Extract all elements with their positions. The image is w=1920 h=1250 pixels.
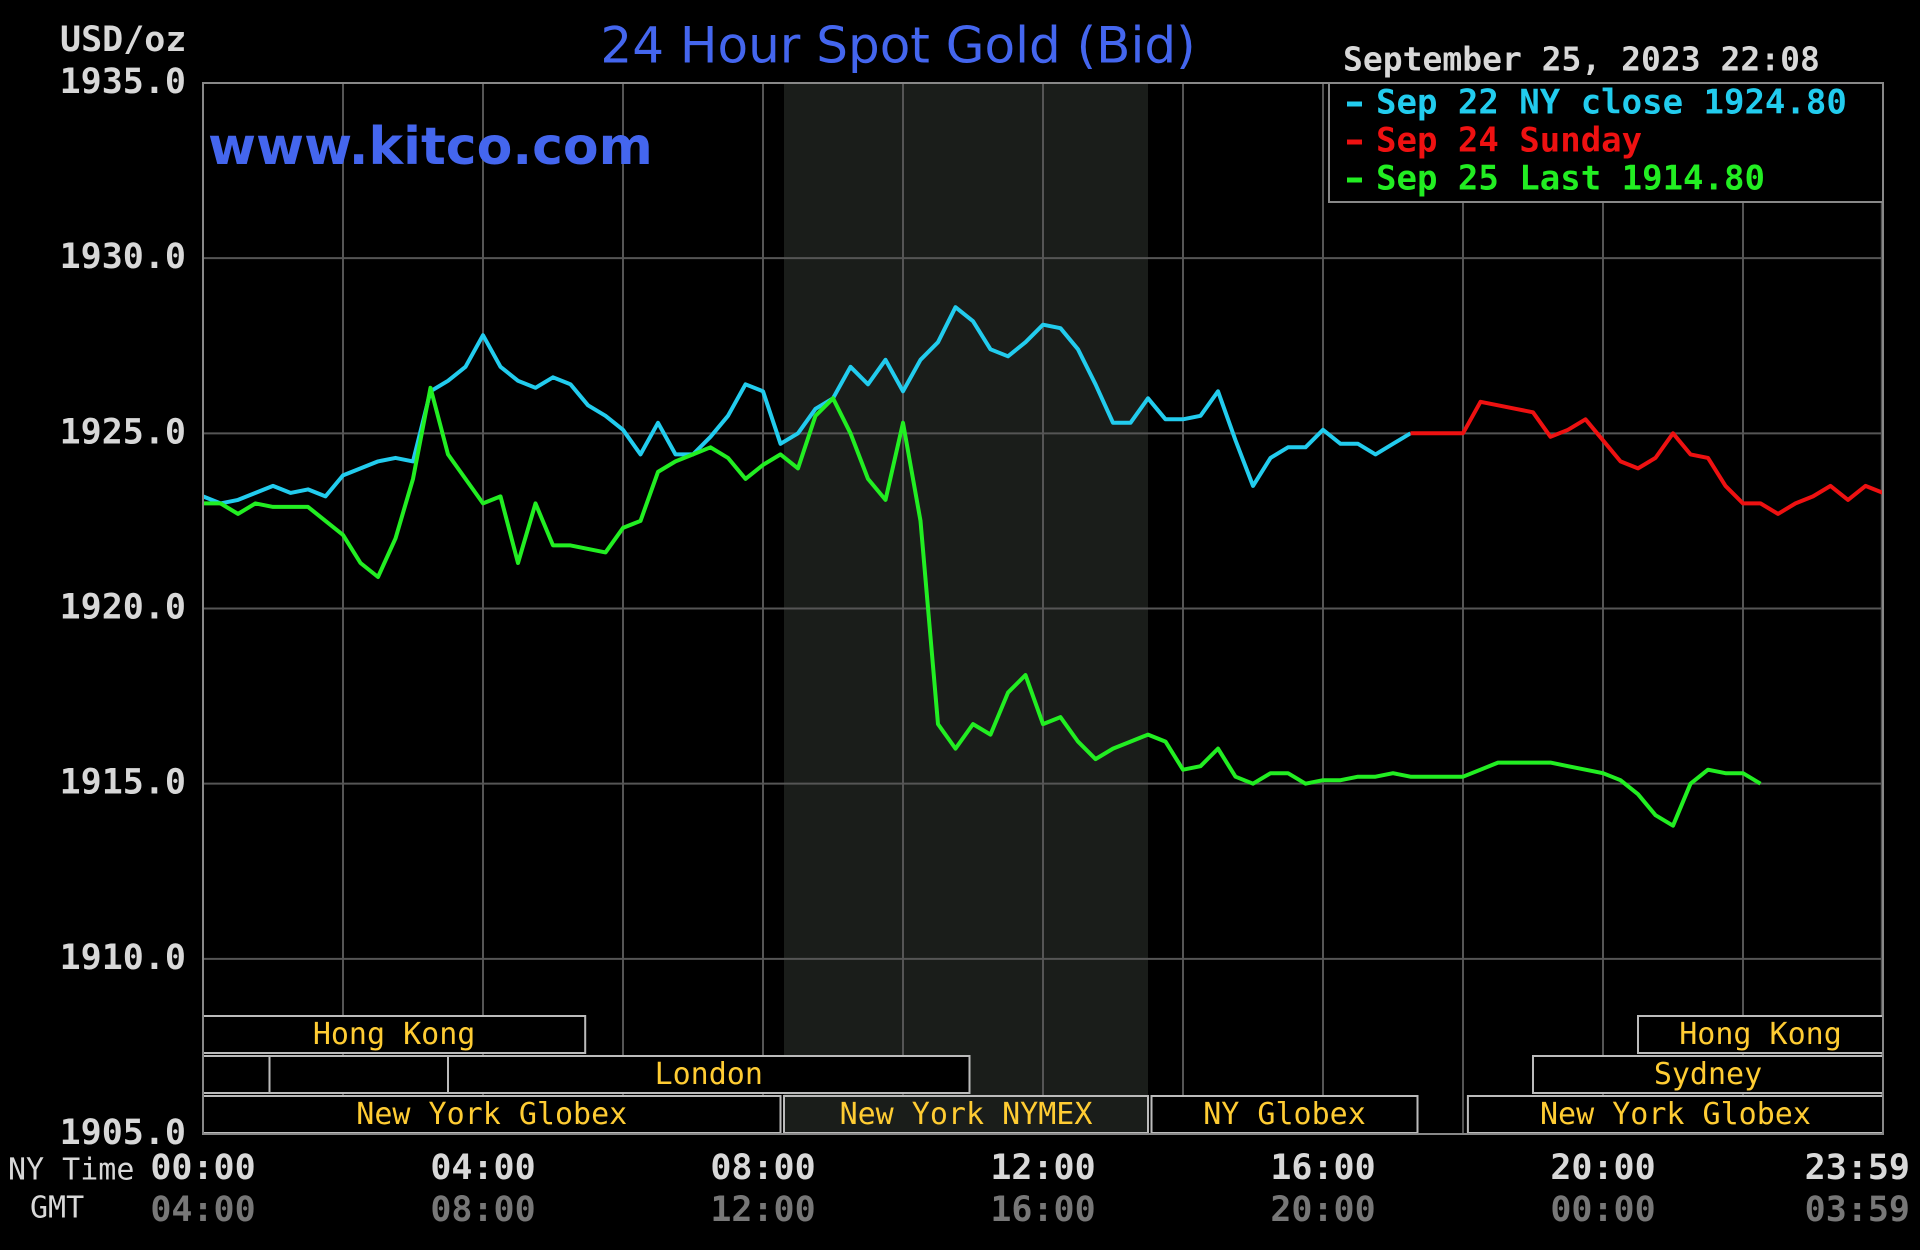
y-tick-label: 1920.0: [60, 588, 186, 628]
session-label: Hong Kong: [1679, 1017, 1842, 1052]
session-box: [268, 1055, 449, 1094]
x2-tick-label: 03:59: [1805, 1190, 1910, 1230]
x-tick-label: 04:00: [430, 1148, 535, 1188]
lines-layer: [202, 305, 1884, 828]
x2-tick-label: 20:00: [1270, 1190, 1375, 1230]
chart-title: 24 Hour Spot Gold (Bid): [600, 17, 1195, 75]
session-box: [447, 1055, 971, 1094]
x-axis-label: NY Time: [8, 1153, 134, 1188]
x2-tick-label: 08:00: [430, 1190, 535, 1230]
y-tick-label: 1930.0: [60, 237, 186, 277]
y-tick-label: 1935.0: [60, 62, 186, 102]
y-tick-label: 1925.0: [60, 412, 186, 452]
session-label: New York Globex: [1540, 1097, 1811, 1132]
session-label: Hong Kong: [313, 1017, 476, 1052]
legend-label: Sep 25 Last 1914.80: [1376, 159, 1765, 199]
session-label: New York Globex: [356, 1097, 627, 1132]
y-axis-label: USD/oz: [60, 20, 186, 60]
x-tick-label: 23:59: [1805, 1148, 1910, 1188]
x-tick-label: 12:00: [990, 1148, 1095, 1188]
y-tick-label: 1910.0: [60, 938, 186, 978]
series-line: [1410, 399, 1884, 516]
y-tick-label: 1905.0: [60, 1113, 186, 1153]
x-tick-label: 16:00: [1270, 1148, 1375, 1188]
session-box: [1466, 1095, 1885, 1134]
session-box: [1150, 1095, 1419, 1134]
y-tick-label: 1915.0: [60, 763, 186, 803]
x-tick-label: 20:00: [1550, 1148, 1655, 1188]
watermark: www.kitco.com: [208, 117, 653, 177]
x2-axis-label: GMT: [30, 1191, 84, 1226]
session-label: London: [655, 1057, 763, 1092]
series-line: [203, 385, 1762, 828]
x2-tick-label: 04:00: [150, 1190, 255, 1230]
sessions-layer: Hong Kong Hong Kong London Sydney New York G…: [202, 1015, 1885, 1134]
x2-tick-label: 12:00: [710, 1190, 815, 1230]
x-tick-label: 00:00: [150, 1148, 255, 1188]
legend-label: Sep 22 NY close 1924.80: [1376, 83, 1847, 123]
x2-tick-label: 00:00: [1550, 1190, 1655, 1230]
series-line: [202, 305, 1412, 506]
x-tick-label: 08:00: [710, 1148, 815, 1188]
plot-frame: [202, 82, 1884, 1135]
session-label: Sydney: [1654, 1057, 1762, 1092]
session-box: [1637, 1015, 1884, 1054]
session-label: NY Globex: [1203, 1097, 1366, 1132]
session-box: [783, 1095, 1149, 1134]
labels-layer: 1905.0 1910.0 1915.0 1920.0 1925.0 1930.0 1935…: [60, 62, 1910, 1230]
legend-label: Sep 24 Sunday: [1376, 121, 1642, 161]
x2-tick-label: 16:00: [990, 1190, 1095, 1230]
session-box: [202, 1055, 271, 1094]
legend-box: [1328, 82, 1884, 203]
timestamp: September 25, 2023 22:08: [1343, 40, 1820, 79]
session-label: New York NYMEX: [840, 1097, 1093, 1132]
